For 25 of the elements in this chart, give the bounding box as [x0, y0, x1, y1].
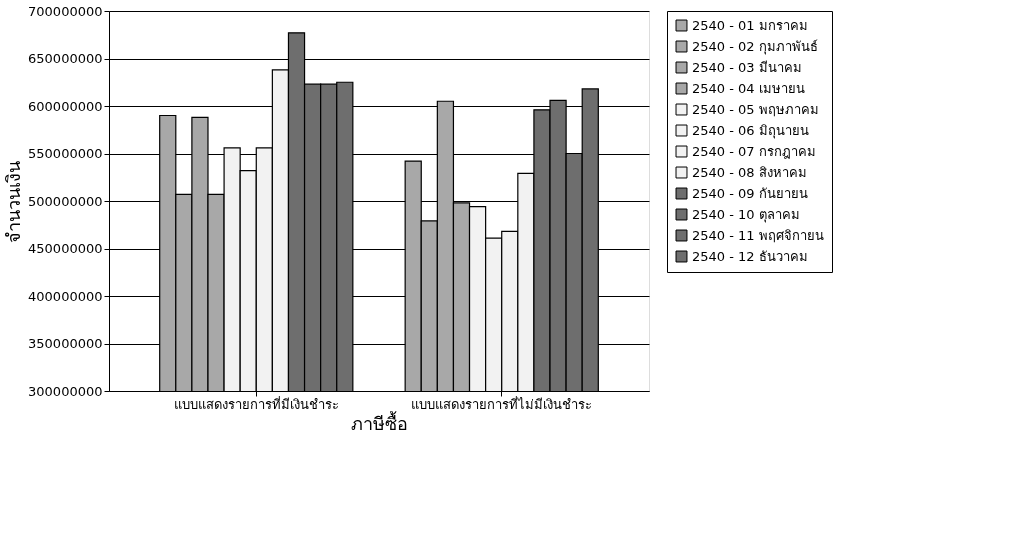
x-tick-label: แบบแสดงรายการที่ไม่มีเงินชำระ [411, 395, 593, 412]
legend-label: 2540 - 11 พฤศจิกายน [692, 227, 824, 243]
y-tick-label: 550000000 [28, 146, 103, 161]
y-tick-label: 400000000 [28, 288, 103, 304]
y-tick-label: 700000000 [28, 3, 103, 19]
y-tick-label: 450000000 [28, 241, 103, 256]
legend-label: 2540 - 05 พฤษภาคม [692, 101, 819, 117]
legend-label: 2540 - 10 ตุลาคม [692, 206, 800, 223]
legend-label: 2540 - 12 ธันวาคม [692, 248, 808, 264]
legend-label: 2540 - 01 มกราคม [692, 17, 808, 33]
legend-label: 2540 - 02 กุมภาพันธ์ [692, 38, 818, 55]
y-axis-title: จำนวนเงิน [3, 160, 25, 243]
y-tick-label: 650000000 [28, 51, 103, 66]
legend-label: 2540 - 08 สิงหาคม [692, 164, 807, 180]
x-axis-title: ภาษีซื้อ [351, 410, 408, 434]
legend-label: 2540 - 04 เมษายน [692, 80, 805, 96]
y-tick-label: 300000000 [28, 383, 103, 399]
legend-label: 2540 - 09 กันยายน [692, 185, 808, 201]
x-tick-label: แบบแสดงรายการที่มีเงินชำระ [173, 395, 339, 412]
y-tick-label: 500000000 [28, 193, 103, 209]
legend-label: 2540 - 03 มีนาคม [692, 59, 802, 75]
legend-label: 2540 - 07 กรกฎาคม [692, 143, 816, 159]
y-tick-label: 350000000 [28, 336, 103, 351]
y-tick-label: 600000000 [28, 98, 103, 114]
legend-label: 2540 - 06 มิถุนายน [692, 122, 809, 139]
